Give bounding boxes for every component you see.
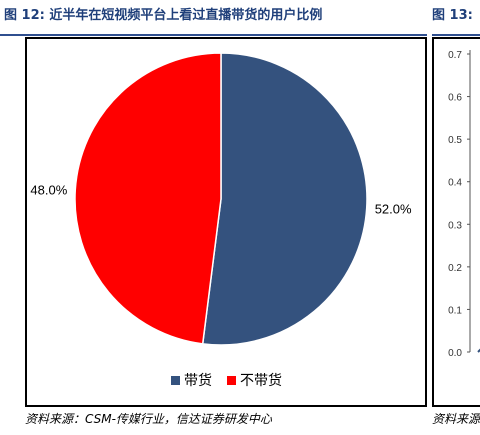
legend-label: 带货 — [184, 372, 212, 388]
title-rule-left — [0, 34, 427, 36]
y-tick-label: 0.0 — [448, 348, 462, 359]
source-note-right: 资料来源 — [432, 412, 480, 426]
title-rule-right — [432, 34, 480, 36]
y-tick-label: 0.3 — [448, 220, 462, 231]
y-tick-label: 0.4 — [448, 178, 462, 189]
pie-slice-with-goods — [201, 52, 368, 346]
y-tick-label: 0.2 — [448, 263, 462, 274]
y-tick-label: 0.5 — [448, 135, 462, 146]
figure-12-title: 图 12: 近半年在短视频平台上看过直播带货的用户比例 — [4, 8, 323, 23]
figure-13-title: 图 13: — [432, 8, 473, 23]
line-chart-panel: 0.0 0.1 0.2 0.3 0.4 0.5 0.6 0.7 — [432, 37, 480, 407]
legend-swatch — [171, 376, 180, 385]
partial-series-line — [477, 348, 480, 353]
line-chart: 0.0 0.1 0.2 0.3 0.4 0.5 0.6 0.7 — [448, 50, 480, 359]
pie-chart-panel: 52.0% 48.0% 带货 不带货 — [25, 37, 427, 407]
legend-swatch — [227, 376, 236, 385]
source-note-left: 资料来源：CSM-传媒行业，信达证券研发中心 — [25, 412, 272, 426]
pie-slice-without-goods — [74, 52, 222, 345]
y-tick-label: 0.6 — [448, 93, 462, 104]
y-tick-label: 0.1 — [448, 305, 462, 316]
legend-label: 不带货 — [240, 372, 282, 388]
pie-chart: 52.0% 48.0% 带货 不带货 — [30, 52, 412, 388]
y-tick-label: 0.7 — [448, 50, 462, 61]
pie-data-label: 52.0% — [375, 202, 412, 217]
pie-data-label: 48.0% — [30, 182, 67, 197]
